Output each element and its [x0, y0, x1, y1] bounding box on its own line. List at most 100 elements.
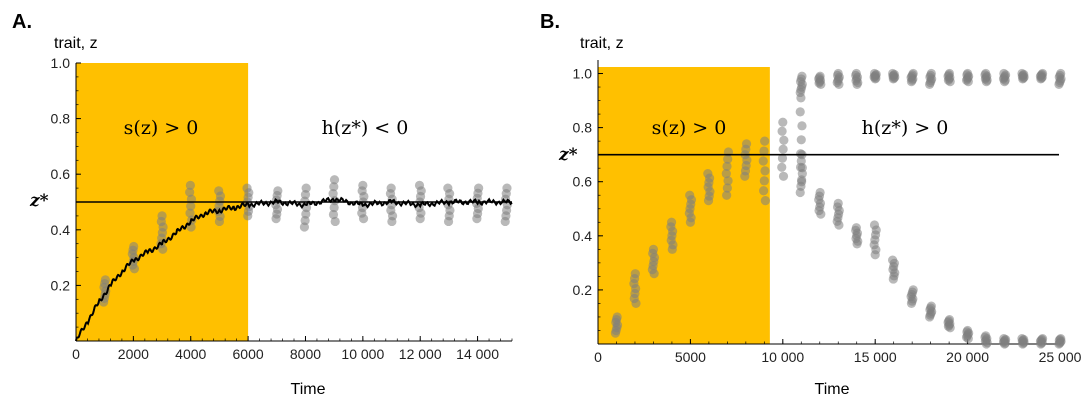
data-point [999, 68, 1009, 79]
data-point [722, 183, 732, 193]
x-tick-label: 0 [594, 349, 602, 365]
data-point [759, 186, 769, 196]
data-point [795, 107, 805, 117]
data-point [926, 68, 936, 79]
y-tick-label: 0.2 [51, 277, 71, 293]
data-point [778, 171, 789, 181]
data-point [666, 217, 677, 227]
panel-a: 0 2000 4000 6000 8000 10 000 12 000 14 000 0.20… [12, 11, 513, 398]
data-point [760, 136, 770, 146]
data-point [777, 126, 787, 136]
mean-trait-line [75, 196, 513, 342]
shaded-region-label: s(z) > 0 [124, 117, 199, 139]
threshold-label: z* [558, 145, 578, 165]
x-axis-title: Time [815, 381, 850, 398]
data-point [926, 301, 936, 311]
data-point [963, 68, 973, 79]
x-tick-labels: 0 2000 4000 6000 8000 10 000 12 000 14 000 [72, 346, 499, 362]
x-tick-label: 0 [72, 346, 80, 362]
data-point [796, 135, 806, 145]
data-point [723, 176, 733, 186]
data-point [851, 223, 861, 233]
y-tick-label: 0.8 [573, 120, 593, 136]
data-point [722, 190, 732, 200]
data-point [329, 175, 340, 185]
region-label: h(z*) < 0 [322, 117, 409, 139]
data-point [797, 121, 807, 131]
x-tick-label: 8000 [290, 346, 321, 362]
data-point [214, 186, 224, 196]
threshold-label: z* [29, 191, 49, 211]
data-point [329, 202, 339, 213]
x-tick-label: 5000 [675, 349, 706, 365]
data-point [741, 139, 752, 149]
data-point [612, 312, 622, 322]
data-point [778, 144, 788, 154]
data-point [815, 187, 825, 198]
y-tick-label: 0.2 [573, 282, 593, 298]
data-point [386, 183, 396, 193]
data-point [999, 333, 1009, 344]
data-point [1017, 68, 1027, 79]
y-tick-label: 0.4 [51, 222, 71, 238]
data-point [330, 216, 340, 227]
panel-label: B. [540, 11, 560, 33]
x-tick-label: 15 000 [854, 349, 897, 365]
data-point [869, 68, 880, 79]
data-point [273, 186, 283, 196]
data-point [815, 71, 825, 81]
data-point [944, 68, 955, 79]
shaded-region-label: s(z) > 0 [652, 117, 727, 139]
data-point [414, 180, 425, 190]
data-point [721, 169, 731, 179]
data-point [797, 71, 807, 81]
x-tick-label: 25 000 [1039, 349, 1082, 365]
data-point [722, 161, 732, 171]
data-point [981, 331, 991, 341]
data-point [1037, 333, 1048, 344]
data-point [242, 183, 252, 193]
data-point [908, 68, 918, 79]
data-point [443, 183, 453, 193]
data-point [1037, 68, 1048, 79]
point-cloud [610, 68, 1066, 349]
data-point [760, 166, 770, 176]
y-tick-labels: 0.2 0.4 0.6 0.8 1.0 [573, 66, 593, 298]
data-point [502, 183, 512, 193]
data-point [944, 315, 955, 325]
data-point [963, 325, 973, 336]
x-tick-label: 14 000 [456, 346, 499, 362]
data-point [129, 241, 139, 252]
data-point [759, 146, 769, 156]
data-point [758, 156, 768, 166]
panel-b: 0 5000 10 000 15 000 20 000 25 000 0.20.40.60… [540, 11, 1082, 398]
data-point [908, 285, 918, 295]
y-tick-label: 1.0 [51, 55, 71, 71]
y-tick-label: 1.0 [573, 66, 593, 82]
data-point [869, 220, 880, 230]
data-point [833, 198, 843, 208]
data-point [685, 190, 695, 200]
data-point [474, 183, 484, 193]
data-point [157, 211, 167, 221]
y-axis-title: trait, z [54, 35, 98, 52]
y-tick-label: 0.6 [51, 166, 71, 182]
data-point [630, 269, 640, 279]
data-point [888, 255, 898, 265]
data-point [185, 208, 195, 218]
data-point [1017, 333, 1027, 344]
x-axis-title: Time [291, 381, 326, 398]
data-point [328, 189, 338, 199]
data-point [703, 169, 713, 179]
data-point [851, 68, 861, 79]
y-tick-label: 0.6 [573, 174, 593, 190]
y-tick-label: 0.8 [51, 111, 71, 127]
data-point [778, 117, 788, 127]
data-point [981, 68, 991, 79]
x-tick-label: 4000 [175, 346, 206, 362]
x-tick-label: 12 000 [399, 346, 442, 362]
shaded-region [598, 67, 770, 344]
data-point [358, 180, 368, 190]
data-point [723, 154, 733, 164]
data-point [760, 196, 770, 206]
